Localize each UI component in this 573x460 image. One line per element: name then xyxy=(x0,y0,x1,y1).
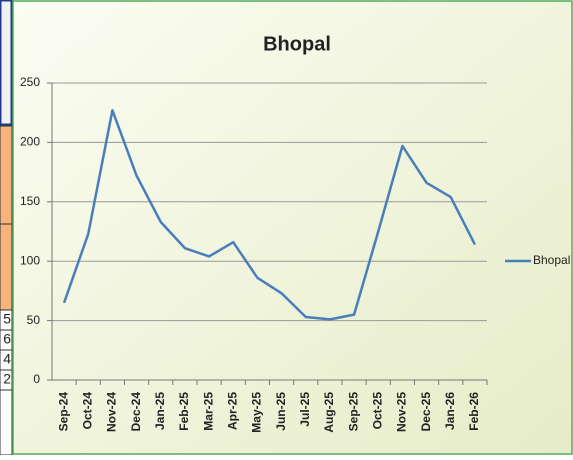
chart-title: Bhopal xyxy=(263,33,331,55)
x-tick-label: Sep-24 xyxy=(56,392,70,432)
cell xyxy=(0,0,14,127)
chart-area xyxy=(12,0,573,455)
sheet-cells: 5 6 4 2 xyxy=(0,311,12,391)
line-series xyxy=(62,109,477,321)
x-tick-label: Feb-25 xyxy=(177,392,191,431)
x-tick-label: Jan-25 xyxy=(153,392,167,430)
cell-text: 2 xyxy=(3,371,11,387)
x-tick-label: Oct-25 xyxy=(370,392,384,430)
y-tick-label: 0 xyxy=(33,372,40,386)
x-tick-label: Aug-25 xyxy=(322,392,336,433)
x-tick-label: Sep-25 xyxy=(346,392,360,432)
y-tick-label: 150 xyxy=(20,194,40,208)
plot: 0 50 100 150 200 250 Sep-24 Oct-24 Nov-24 Dec-24 J… xyxy=(20,75,570,433)
x-tick-label: Apr-25 xyxy=(225,392,239,430)
x-tick-label: Jan-26 xyxy=(443,392,457,430)
cell xyxy=(0,223,13,311)
x-tick-label: Oct-24 xyxy=(80,392,94,430)
y-tick-label: 200 xyxy=(20,135,40,149)
cell-text: 6 xyxy=(3,331,11,347)
x-tick-label: Mar-25 xyxy=(201,392,215,431)
y-tick-label: 250 xyxy=(20,75,40,89)
x-tick-label: Feb-26 xyxy=(467,392,481,431)
y-tick-label: 100 xyxy=(20,253,40,267)
x-tick-label: May-25 xyxy=(250,392,264,433)
x-tick-label: Jun-25 xyxy=(274,392,288,431)
cell-text: 4 xyxy=(3,351,11,367)
sheet-strip xyxy=(0,0,14,456)
x-tick-label: Jul-25 xyxy=(298,392,312,427)
x-tick-label: Nov-25 xyxy=(395,392,409,432)
x-tick-label: Dec-25 xyxy=(419,392,433,432)
x-tick-label: Dec-24 xyxy=(129,392,143,432)
cell xyxy=(0,125,13,225)
x-tick-label: Nov-24 xyxy=(105,392,119,432)
y-tick-label: 50 xyxy=(27,313,41,327)
cell-text: 5 xyxy=(3,311,11,327)
legend-label: Bhopal xyxy=(533,253,570,267)
